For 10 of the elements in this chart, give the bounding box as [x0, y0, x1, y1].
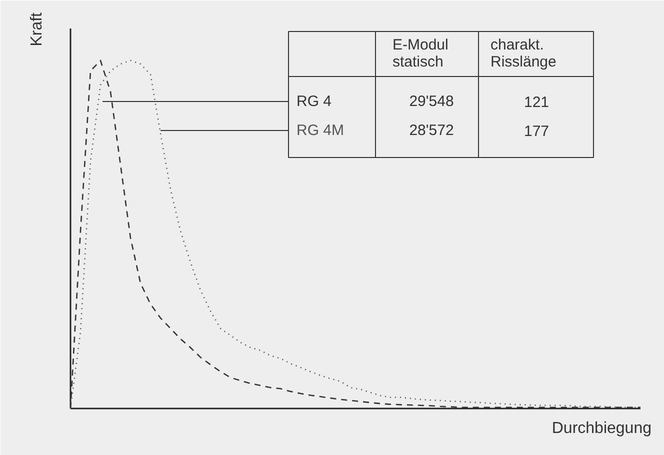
text: RG 4 — [296, 93, 332, 110]
x-axis-title: Durchbiegung — [552, 420, 652, 437]
annotation: charakt. Risslänge — [490, 36, 556, 70]
annotation: E-Modul statisch — [392, 36, 448, 70]
annotation: 29'548 — [409, 93, 454, 110]
annotation: 121 — [524, 94, 550, 111]
text: RG 4M — [296, 122, 344, 139]
y-axis-title: Kraft — [28, 12, 46, 46]
annotation: 177 — [524, 123, 550, 140]
annotation: 28'572 — [409, 122, 454, 139]
